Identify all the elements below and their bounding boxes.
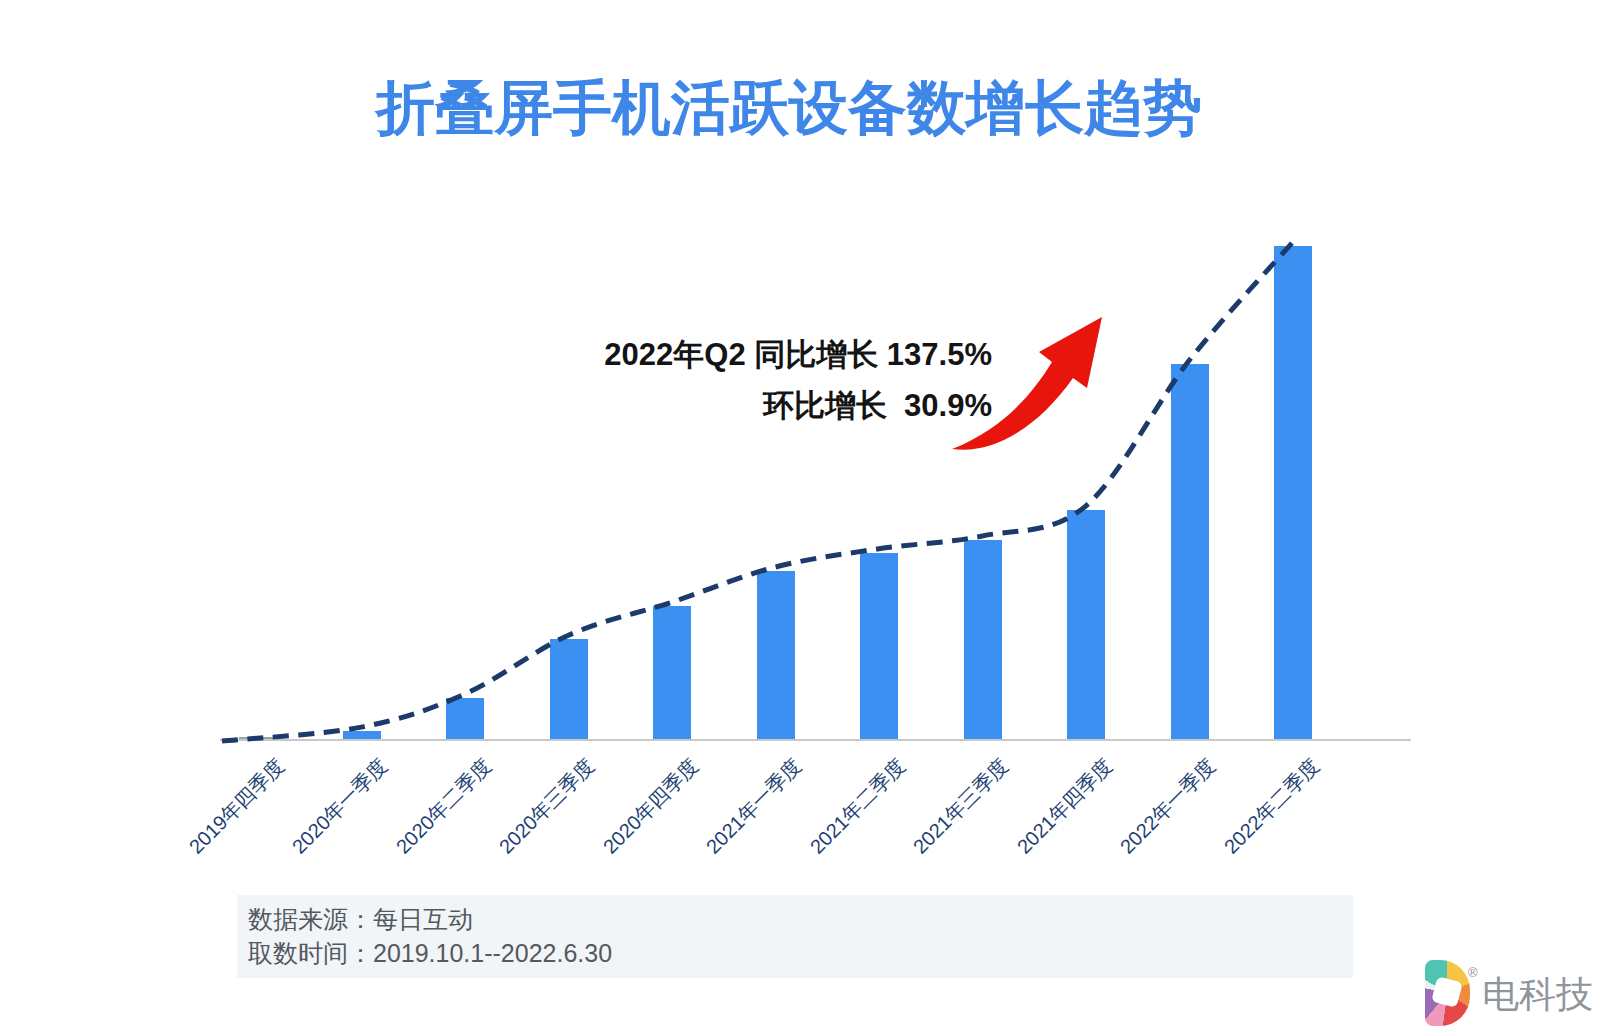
logo-text: 电科技	[1482, 976, 1593, 1013]
registered-mark: ®	[1468, 966, 1478, 979]
annotation-yoy: 2022年Q2 同比增长 137.5%	[604, 339, 992, 370]
page: 折叠屏手机活跃设备数增长趋势 2019年四季度2020年一季度2020年二季度2…	[0, 0, 1600, 1034]
trend-and-arrow-layer	[0, 0, 1600, 1034]
annotation-qoq: 环比增长 30.9%	[763, 390, 992, 421]
trend-dashed-line	[222, 242, 1293, 741]
data-source-text: 数据来源：每日互动 取数时间：2019.10.1--2022.6.30	[248, 902, 612, 970]
data-source-line: 数据来源：每日互动	[248, 902, 612, 936]
data-time-line: 取数时间：2019.10.1--2022.6.30	[248, 936, 612, 970]
data-source-box: 数据来源：每日互动 取数时间：2019.10.1--2022.6.30	[237, 895, 1353, 978]
